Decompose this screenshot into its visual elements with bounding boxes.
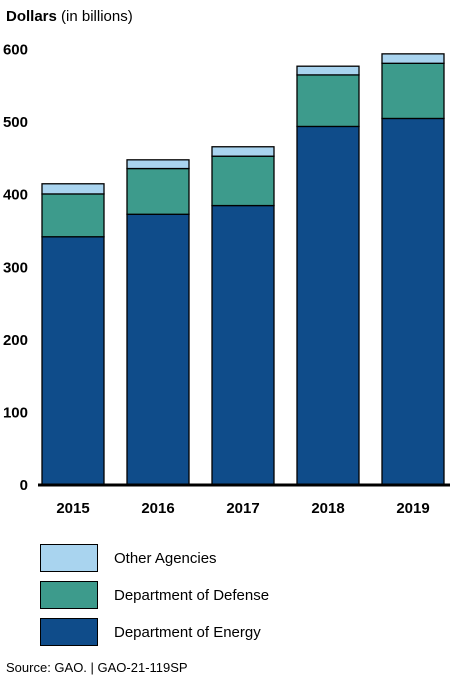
y-tick-label-400: 400 [3, 187, 28, 204]
y-tick-label-0: 0 [20, 477, 28, 494]
bar-department-of-defense-2019 [381, 62, 445, 120]
legend-swatch-department-of-defense [40, 581, 98, 609]
y-axis-title-main: Dollars [6, 8, 57, 25]
y-tick-label-600: 600 [3, 42, 28, 59]
bar-department-of-energy-2018 [296, 125, 360, 486]
legend-swatch-department-of-energy [40, 618, 98, 646]
bar-department-of-defense-2017 [211, 155, 275, 207]
legend-item-department-of-energy: Department of Energy [40, 617, 269, 647]
y-tick-label-300: 300 [3, 259, 28, 276]
y-tick-label-500: 500 [3, 114, 28, 131]
bar-department-of-energy-2017 [211, 204, 275, 486]
legend-label-other-agencies: Other Agencies [114, 549, 217, 567]
x-tick-label-2015: 2015 [56, 500, 89, 517]
source-note: Source: GAO. | GAO-21-119SP [6, 660, 188, 675]
bar-department-of-defense-2016 [126, 167, 190, 215]
legend-label-department-of-energy: Department of Energy [114, 623, 261, 641]
x-tick-label-2019: 2019 [396, 500, 429, 517]
x-tick-label-2018: 2018 [311, 500, 344, 517]
legend: Other Agencies Department of Defense Dep… [40, 543, 269, 654]
legend-label-department-of-defense: Department of Defense [114, 586, 270, 604]
bar-other-agencies-2017 [211, 146, 275, 157]
y-tick-label-200: 200 [3, 332, 28, 349]
bar-other-agencies-2015 [41, 183, 105, 195]
legend-item-other-agencies: Other Agencies [40, 543, 269, 573]
legend-swatch-other-agencies [40, 544, 98, 572]
bar-department-of-energy-2019 [381, 117, 445, 486]
bar-department-of-defense-2015 [41, 193, 105, 238]
bar-other-agencies-2016 [126, 159, 190, 170]
bar-other-agencies-2018 [296, 65, 360, 76]
x-tick-label-2017: 2017 [226, 500, 259, 517]
y-axis-title-unit: (in billions) [61, 8, 133, 25]
stacked-bar-chart: 0 100 200 300 400 500 600 2015 2016 2017 2018 2019 [3, 42, 450, 517]
bar-other-agencies-2019 [381, 53, 445, 64]
bar-department-of-defense-2018 [296, 74, 360, 128]
bar-department-of-energy-2015 [41, 236, 105, 486]
y-axis-title: Dollars (in billions) [6, 8, 133, 25]
y-tick-label-100: 100 [3, 404, 28, 421]
bar-department-of-energy-2016 [126, 213, 190, 486]
x-tick-label-2016: 2016 [141, 500, 174, 517]
legend-item-department-of-defense: Department of Defense [40, 580, 269, 610]
